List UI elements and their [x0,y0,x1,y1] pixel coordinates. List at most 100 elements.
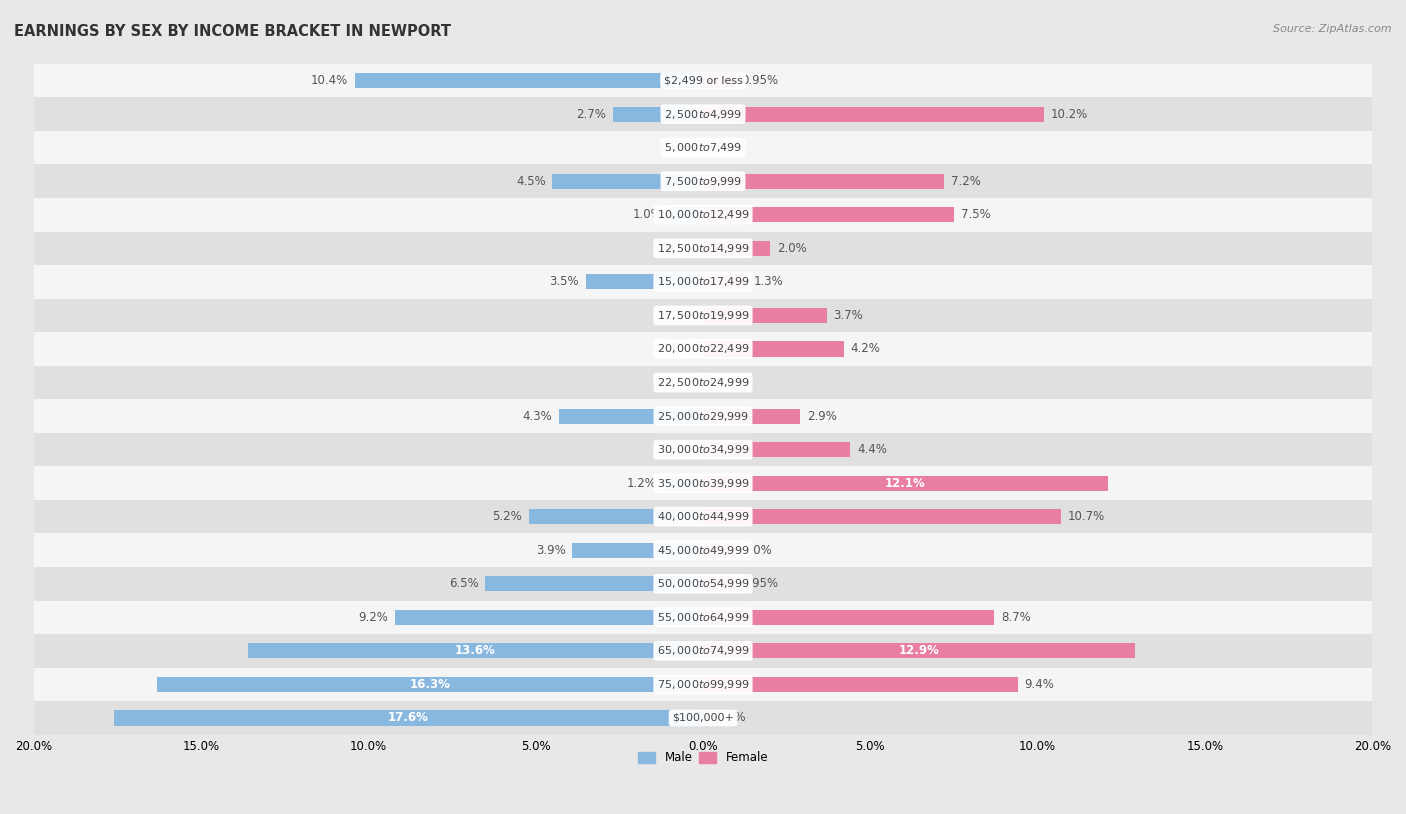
Bar [34,601,1372,634]
Legend: Male, Female: Male, Female [633,746,773,769]
Text: 9.4%: 9.4% [1025,678,1054,691]
Text: 5.2%: 5.2% [492,510,522,523]
Bar [560,409,703,423]
Bar [586,274,703,290]
Text: 3.7%: 3.7% [834,309,863,322]
Text: $45,000 to $49,999: $45,000 to $49,999 [657,544,749,557]
Text: $25,000 to $29,999: $25,000 to $29,999 [657,409,749,422]
Bar [703,677,1018,692]
Text: EARNINGS BY SEX BY INCOME BRACKET IN NEWPORT: EARNINGS BY SEX BY INCOME BRACKET IN NEW… [14,24,451,39]
Text: $75,000 to $99,999: $75,000 to $99,999 [657,678,749,691]
Text: 16.3%: 16.3% [409,678,451,691]
Text: 4.2%: 4.2% [851,343,880,356]
Bar [114,711,703,725]
Bar [703,643,1135,659]
Text: 0.0%: 0.0% [717,376,747,389]
Bar [34,98,1372,131]
Bar [703,274,747,290]
Bar [703,241,770,256]
Text: $20,000 to $22,499: $20,000 to $22,499 [657,343,749,356]
Text: 0.0%: 0.0% [717,711,747,724]
Text: 0.0%: 0.0% [659,443,689,456]
Bar [34,533,1372,567]
Bar [34,164,1372,198]
Text: $7,500 to $9,999: $7,500 to $9,999 [664,175,742,188]
Bar [703,610,994,625]
Text: 12.1%: 12.1% [886,477,927,490]
Bar [703,375,713,390]
Bar [34,433,1372,466]
Text: 13.6%: 13.6% [456,645,496,658]
Bar [693,375,703,390]
Text: 0.0%: 0.0% [659,141,689,154]
Bar [247,643,703,659]
Bar [34,198,1372,231]
Bar [703,509,1062,524]
Bar [693,442,703,457]
Bar [34,667,1372,701]
Bar [34,400,1372,433]
Bar [703,409,800,423]
Bar [34,131,1372,164]
Text: $55,000 to $64,999: $55,000 to $64,999 [657,610,749,624]
Bar [34,265,1372,299]
Text: 1.2%: 1.2% [626,477,657,490]
Text: 4.3%: 4.3% [523,409,553,422]
Text: 7.5%: 7.5% [960,208,990,221]
Bar [485,576,703,591]
Text: 0.0%: 0.0% [659,309,689,322]
Text: 0.95%: 0.95% [741,577,779,590]
Bar [703,140,713,155]
Text: $50,000 to $54,999: $50,000 to $54,999 [657,577,749,590]
Bar [703,341,844,357]
Bar [703,475,1108,491]
Bar [703,543,737,558]
Text: $30,000 to $34,999: $30,000 to $34,999 [657,443,749,456]
Text: $65,000 to $74,999: $65,000 to $74,999 [657,645,749,658]
Text: 2.9%: 2.9% [807,409,837,422]
Bar [703,711,713,725]
Bar [703,73,735,88]
Text: 1.3%: 1.3% [754,275,783,288]
Bar [34,500,1372,533]
Bar [703,173,943,189]
Bar [572,543,703,558]
Bar [157,677,703,692]
Text: Source: ZipAtlas.com: Source: ZipAtlas.com [1274,24,1392,34]
Text: 0.0%: 0.0% [659,343,689,356]
Bar [34,299,1372,332]
Bar [693,308,703,323]
Bar [34,634,1372,667]
Bar [354,73,703,88]
Text: 0.95%: 0.95% [741,74,779,87]
Text: $2,499 or less: $2,499 or less [664,76,742,85]
Text: $17,500 to $19,999: $17,500 to $19,999 [657,309,749,322]
Bar [703,208,955,222]
Text: 0.0%: 0.0% [659,242,689,255]
Text: 4.5%: 4.5% [516,175,546,188]
Text: 17.6%: 17.6% [388,711,429,724]
Text: 1.0%: 1.0% [633,208,662,221]
Bar [703,107,1045,122]
Bar [34,466,1372,500]
Bar [669,208,703,222]
Text: 7.2%: 7.2% [950,175,980,188]
Text: 4.4%: 4.4% [858,443,887,456]
Text: 8.7%: 8.7% [1001,610,1031,624]
Bar [395,610,703,625]
Text: 9.2%: 9.2% [359,610,388,624]
Text: 1.0%: 1.0% [744,544,773,557]
Bar [553,173,703,189]
Bar [34,365,1372,400]
Bar [34,567,1372,601]
Bar [34,231,1372,265]
Text: 2.7%: 2.7% [576,107,606,120]
Text: $100,000+: $100,000+ [672,713,734,723]
Text: $2,500 to $4,999: $2,500 to $4,999 [664,107,742,120]
Text: 10.4%: 10.4% [311,74,349,87]
Text: 0.0%: 0.0% [717,141,747,154]
Text: 6.5%: 6.5% [449,577,478,590]
Bar [529,509,703,524]
Text: 10.2%: 10.2% [1052,107,1088,120]
Text: 12.9%: 12.9% [898,645,939,658]
